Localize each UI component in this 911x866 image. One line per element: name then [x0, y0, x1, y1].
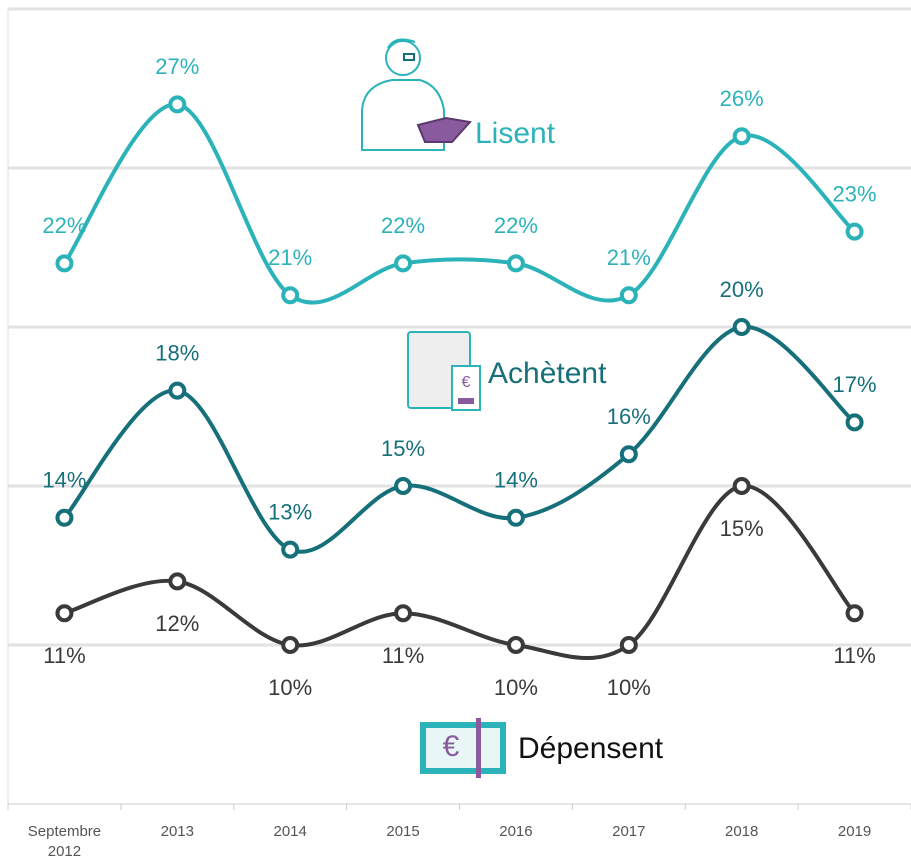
data-label: 21%	[268, 245, 312, 270]
data-label: 12%	[155, 611, 199, 636]
reader-icon	[361, 38, 472, 151]
svg-text:€: €	[462, 374, 471, 391]
data-label: 11%	[833, 643, 875, 668]
x-tick-label: 2018	[725, 823, 759, 840]
point	[281, 540, 300, 559]
data-label: 22%	[381, 213, 425, 238]
x-tick-label: 2015	[386, 823, 420, 840]
data-label: 22%	[494, 213, 538, 238]
point	[168, 572, 187, 591]
data-label: 16%	[607, 404, 651, 429]
data-label: 26%	[720, 86, 764, 111]
data-label: 27%	[155, 54, 199, 79]
data-label: 20%	[720, 277, 764, 302]
book-icon: €	[407, 331, 481, 411]
x-tick-label: Septembre 2012	[27, 823, 102, 860]
point	[281, 286, 300, 305]
data-label: 11%	[382, 643, 424, 668]
data-label: 13%	[268, 499, 312, 524]
point	[55, 254, 74, 273]
point	[732, 127, 751, 146]
data-label: 11%	[43, 643, 85, 668]
legend-bg	[484, 355, 494, 356]
point	[845, 413, 864, 432]
point	[732, 318, 751, 336]
data-label: 15%	[720, 516, 764, 541]
point	[506, 508, 525, 527]
point	[394, 604, 413, 623]
point	[619, 286, 638, 305]
data-label: 21%	[607, 245, 651, 270]
legend-bg	[514, 730, 524, 731]
point	[845, 604, 864, 623]
legend-label: Dépensent	[518, 732, 664, 765]
point	[168, 381, 187, 400]
point	[394, 254, 413, 273]
x-tick-label: 2019	[837, 823, 872, 840]
point	[732, 477, 751, 495]
data-label: 22%	[42, 213, 86, 238]
data-label: 17%	[833, 372, 877, 397]
point	[55, 604, 74, 623]
point	[55, 508, 74, 527]
data-label: 15%	[381, 436, 425, 461]
point	[281, 636, 300, 654]
point	[845, 222, 864, 241]
legend-label: Lisent	[475, 117, 556, 150]
data-label: 10%	[607, 675, 651, 700]
x-tick-label: 2017	[612, 823, 646, 840]
data-label: 14%	[42, 468, 86, 493]
data-label: 23%	[833, 181, 877, 206]
legend-label: Achètent	[488, 357, 607, 390]
x-tick-label: 2016	[499, 823, 533, 840]
point	[506, 254, 525, 273]
svg-text:€: €	[443, 730, 460, 763]
data-label: 14%	[494, 468, 538, 493]
banknote-icon: €	[420, 718, 506, 778]
point	[394, 477, 413, 495]
data-label: 10%	[268, 675, 312, 700]
point	[619, 636, 638, 654]
x-tick-label: 2014	[273, 823, 307, 840]
data-label: 10%	[494, 675, 538, 700]
x-tick-label: 2013	[160, 823, 194, 840]
point	[506, 636, 525, 654]
data-label: 18%	[155, 340, 199, 365]
point	[619, 445, 638, 464]
legend-bg	[471, 115, 481, 116]
point	[168, 95, 187, 114]
